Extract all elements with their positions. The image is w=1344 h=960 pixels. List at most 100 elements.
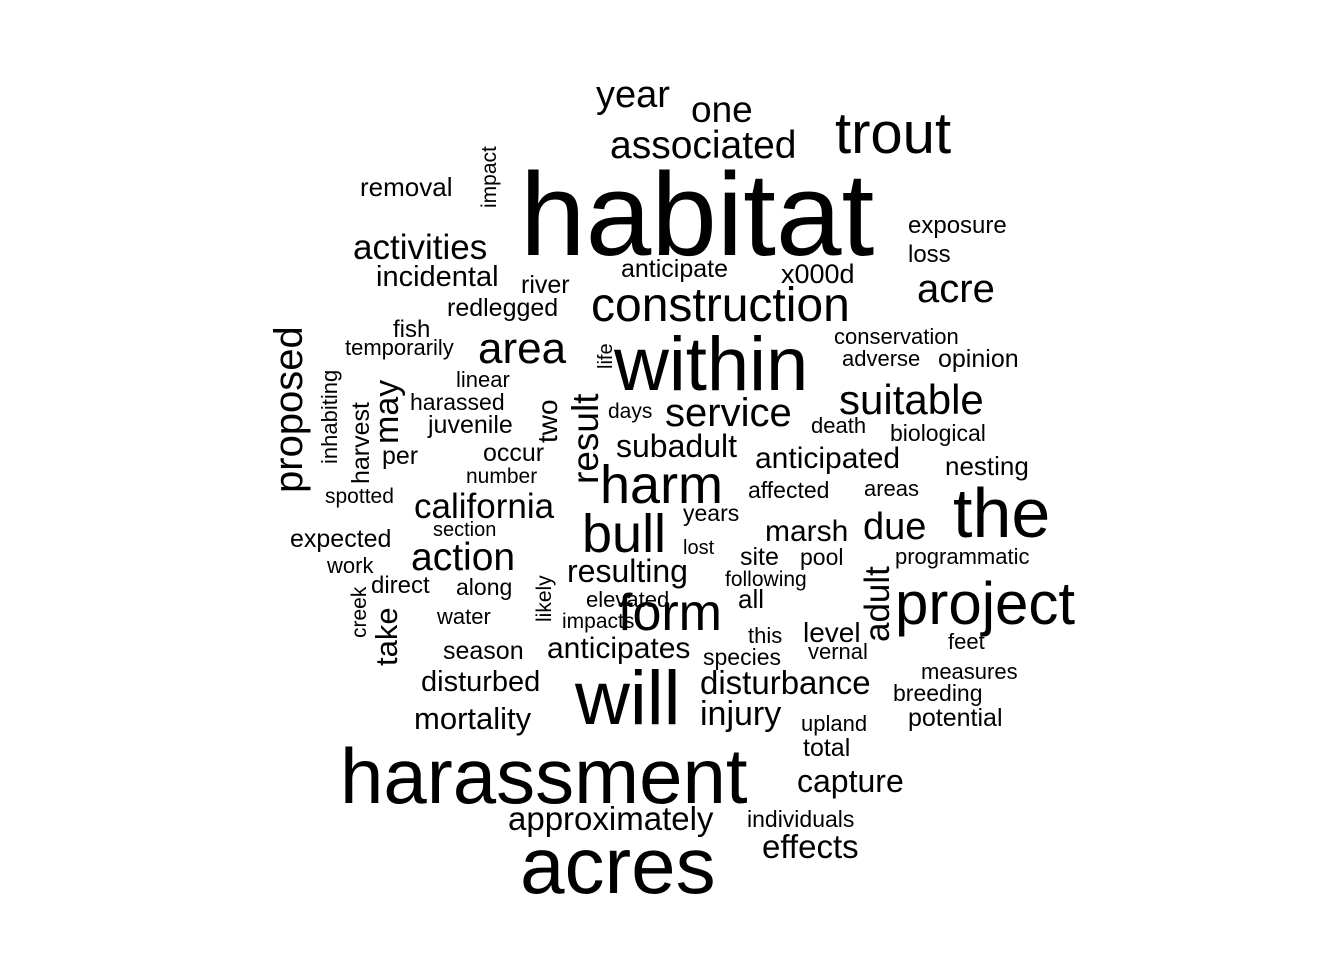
word-individuals: total: [803, 734, 850, 762]
word-subadult: subadult: [616, 428, 737, 464]
word-proposed: proposed: [267, 326, 311, 493]
word-per: per: [382, 442, 418, 470]
word-along: along: [456, 574, 512, 600]
word-direct: direct: [371, 572, 430, 599]
word-effects: effects: [762, 828, 859, 865]
word-area: area: [478, 324, 567, 373]
word-spotted: spotted: [325, 485, 394, 508]
word-will: will: [574, 656, 681, 741]
word-affected: affected: [748, 477, 829, 503]
word-inhabiting: inhabiting: [317, 370, 342, 464]
word-all: elevated: [586, 587, 669, 612]
word-lost: lost: [683, 537, 715, 559]
word-likely: individuals: [747, 806, 854, 832]
word-level: this: [748, 623, 782, 648]
word-impact: impact: [478, 146, 501, 208]
word-mortality: mortality: [414, 701, 532, 736]
word-may: may: [368, 380, 406, 444]
word-opinion: opinion: [938, 345, 1019, 373]
word-incidental: incidental: [376, 261, 499, 293]
word-elevated: following: [725, 568, 807, 591]
word-acre: acre: [917, 267, 995, 311]
word-suitable: suitable: [839, 376, 984, 423]
word-harassed: harassed: [410, 389, 505, 415]
word-marsh: marsh: [765, 515, 848, 548]
word-adult: adult: [858, 566, 897, 642]
word-pool: pool: [800, 544, 843, 570]
word-trout: trout: [835, 101, 951, 166]
word-year: year: [596, 74, 670, 116]
word-areas: areas: [864, 476, 919, 501]
word-within: within: [613, 322, 808, 407]
word-approximately: approximately: [508, 800, 714, 837]
word-bull: bull: [582, 504, 666, 564]
word-life: life: [595, 343, 617, 369]
word-work: work: [326, 553, 374, 578]
word-temporarily: temporarily: [345, 335, 454, 360]
word-species: season: [443, 637, 524, 665]
word-service: service: [665, 391, 792, 435]
word-injury: injury: [700, 695, 781, 733]
word-adverse: adverse: [842, 346, 920, 371]
word-this: impacts: [562, 610, 634, 633]
word-action: action: [411, 536, 515, 579]
word-california: california: [414, 487, 555, 526]
word-river: river: [521, 271, 570, 299]
word-exposure: exposure: [908, 212, 1007, 239]
word-vernal: species: [703, 644, 781, 670]
word-activities: activities: [353, 228, 487, 267]
word-form: form: [618, 584, 722, 642]
word-removal: removal: [360, 172, 452, 202]
word-conservation: conservation: [834, 324, 959, 349]
word-harassment: harassment: [340, 732, 748, 820]
word-anticipates: anticipates: [547, 632, 690, 665]
word-due: due: [863, 506, 926, 548]
word-expected: expected: [290, 525, 391, 553]
word-juvenile: juvenile: [427, 411, 513, 439]
word-death: death: [811, 413, 866, 438]
word-loss: loss: [908, 241, 951, 268]
word-creek: creek: [348, 586, 371, 638]
word-disturbed: disturbed: [421, 666, 540, 698]
word-anticipated: anticipated: [755, 442, 900, 475]
word-impacts: water: [436, 604, 491, 629]
word-feet: level: [803, 617, 861, 648]
word-measures: vernal: [808, 639, 868, 664]
word-programmatic: programmatic: [895, 544, 1029, 569]
word-upland: breeding: [893, 680, 983, 706]
word-site: site: [740, 543, 779, 571]
word-biological: biological: [890, 420, 986, 446]
word-the: the: [953, 474, 1050, 552]
word-result: result: [565, 393, 606, 484]
word-anticipate: anticipate: [621, 255, 728, 283]
word-habitat: habitat: [520, 149, 874, 281]
word-season: feet: [948, 629, 985, 654]
word-harvest: harvest: [347, 402, 375, 484]
word-nesting: nesting: [945, 451, 1029, 481]
word-harm: harm: [600, 455, 723, 515]
word-following: likely: [533, 575, 556, 622]
word-x000d: x000d: [781, 259, 855, 289]
word-water: all: [738, 584, 764, 614]
word-redlegged: redlegged: [447, 294, 558, 322]
word-fish: fish: [393, 316, 430, 343]
word-potential: upland: [801, 711, 867, 736]
word-take: take: [369, 607, 404, 666]
word-linear: linear: [456, 367, 510, 392]
word-acres: acres: [520, 821, 716, 910]
word-breeding: measures: [921, 659, 1018, 684]
word-construction: construction: [591, 279, 850, 332]
word-one: one: [691, 89, 753, 130]
word-days: days: [608, 400, 652, 423]
word-years: years: [683, 500, 739, 526]
word-project: project: [895, 570, 1075, 637]
word-number: number: [466, 465, 537, 488]
word-two: two: [532, 399, 563, 443]
word-section: section: [433, 519, 496, 541]
word-occur: occur: [483, 439, 544, 467]
word-disturbance: disturbance: [700, 664, 871, 701]
word-total: potential: [908, 704, 1003, 732]
word-associated: associated: [610, 124, 796, 167]
